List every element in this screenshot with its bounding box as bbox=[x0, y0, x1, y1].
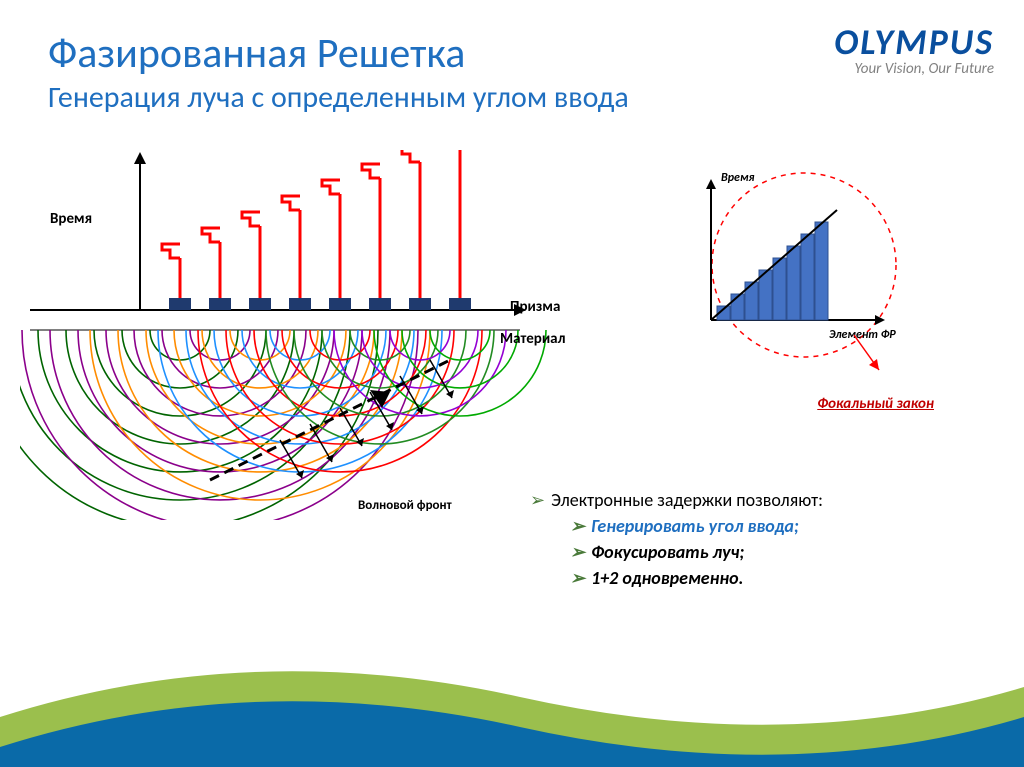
bullet-list: ➢ Электронные задержки позволяют: ➢ Генери… bbox=[530, 485, 823, 593]
title-sub: Генерация луча с определенным углом ввод… bbox=[48, 79, 629, 116]
phased-array-diagram bbox=[20, 150, 580, 520]
chevron-icon: ➢ bbox=[570, 567, 585, 589]
bullet-intro: ➢ Электронные задержки позволяют: bbox=[530, 489, 823, 511]
footer-wave bbox=[0, 637, 1024, 767]
svg-text:Элемент ФР: Элемент ФР bbox=[829, 328, 896, 342]
main-diagram-svg bbox=[20, 150, 580, 520]
focal-law-chart: Время Элемент ФР bbox=[679, 165, 959, 385]
chevron-icon: ➢ bbox=[570, 541, 585, 563]
brand-name: OLYMPUS bbox=[834, 20, 994, 64]
brand-tagline: Your Vision, Our Future bbox=[834, 60, 994, 78]
bullet-intro-text: Электронные задержки позволяют: bbox=[551, 489, 823, 511]
chevron-icon: ➢ bbox=[570, 515, 585, 537]
slide-title: Фазированная Решетка Генерация луча с оп… bbox=[48, 28, 629, 116]
bullet-item-3-text: 1+2 одновременно. bbox=[591, 567, 743, 589]
wavefront-label: Волновой фронт bbox=[358, 498, 452, 513]
brand-logo: OLYMPUS Your Vision, Our Future bbox=[834, 20, 994, 78]
bullet-item-2: ➢ Фокусировать луч; bbox=[570, 541, 823, 563]
bullet-item-2-text: Фокусировать луч; bbox=[591, 541, 744, 563]
focal-law-label: Фокальный закон bbox=[817, 395, 934, 413]
small-chart-svg: Время Элемент ФР bbox=[679, 165, 959, 385]
material-label: Материал bbox=[500, 330, 565, 348]
bullet-item-1: ➢ Генерировать угол ввода; bbox=[570, 515, 823, 537]
svg-text:Время: Время bbox=[721, 171, 755, 185]
chevron-icon: ➢ bbox=[530, 489, 545, 511]
prism-label: Призма bbox=[510, 298, 560, 316]
title-main: Фазированная Решетка bbox=[48, 28, 629, 79]
time-axis-label: Время bbox=[50, 210, 92, 228]
bullet-item-3: ➢ 1+2 одновременно. bbox=[570, 567, 823, 589]
bullet-item-1-text: Генерировать угол ввода; bbox=[591, 515, 799, 537]
